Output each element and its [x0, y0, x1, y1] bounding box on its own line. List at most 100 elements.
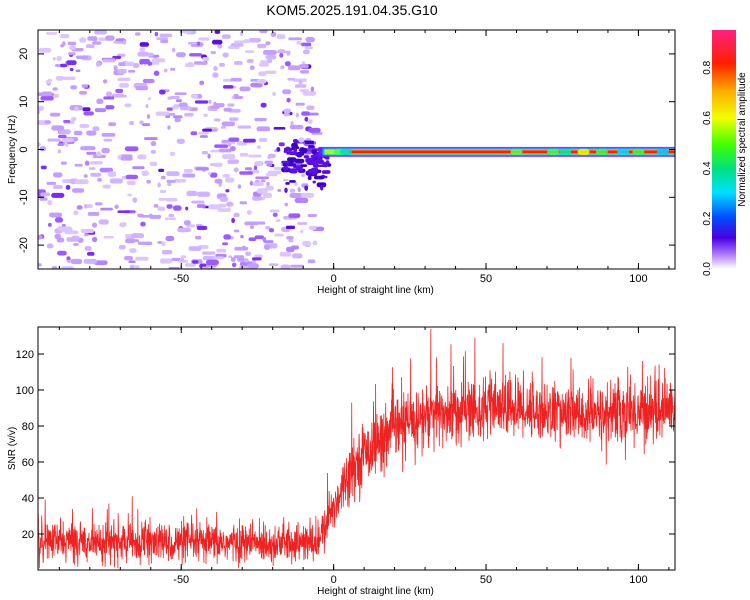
spectrogram-noise-cell	[264, 245, 271, 250]
spectrogram-cluster-cell	[289, 168, 298, 174]
spectrogram-noise-cell	[144, 137, 158, 141]
spectrogram-noise-cell	[210, 149, 220, 153]
spectrogram-noise-cell	[239, 31, 244, 37]
spectrogram-noise-cell	[116, 68, 127, 74]
spectrogram-noise-cell	[173, 178, 187, 183]
spectrogram-noise-cell	[233, 40, 245, 44]
spectrogram-noise-cell	[147, 97, 152, 101]
spectrogram-noise-cell	[243, 138, 256, 143]
spectrogram-noise-cell	[52, 57, 56, 61]
spectrogram-noise-cell	[248, 237, 257, 241]
spectrogram-noise-cell	[161, 241, 166, 247]
y-tick-label: 120	[16, 349, 34, 361]
y-tick-label: 20	[18, 48, 30, 60]
spectrogram-noise-cell	[213, 162, 223, 167]
spectrogram-noise-cell	[221, 154, 236, 160]
spectrogram-cluster-cell	[304, 140, 315, 144]
spectrogram-noise-cell	[167, 182, 172, 186]
spectrogram-noise-cell	[141, 170, 149, 176]
x-tick-label: 100	[629, 574, 647, 586]
x-tick-label: 50	[480, 574, 492, 586]
spectrogram-noise-cell	[196, 225, 208, 230]
spectrogram-noise-cell	[76, 205, 83, 210]
spectrogram-noise-cell	[127, 193, 132, 197]
y-tick-label: 100	[16, 385, 34, 397]
spectrogram-noise-cell	[87, 36, 98, 41]
spectrogram-noise-cell	[208, 172, 212, 175]
spectrogram-noise-cell	[59, 33, 70, 39]
spectrogram-noise-cell	[79, 124, 90, 128]
spectrogram-noise-cell	[233, 229, 240, 233]
spectrogram-noise-cell	[128, 260, 136, 264]
spectrogram-noise-cell	[272, 212, 278, 217]
signal-band-blob	[632, 148, 645, 155]
y-tick-label: 40	[22, 493, 34, 505]
spectrogram-noise-cell	[84, 233, 89, 237]
spectrogram-noise-cell	[265, 54, 277, 60]
snr-frame	[37, 326, 676, 571]
spectrogram-noise-cell	[302, 49, 310, 55]
spectrogram-noise-cell	[166, 171, 180, 177]
colorbar-tick-label: 0.6	[702, 111, 713, 125]
spectrogram-noise-cell	[244, 167, 252, 171]
spectrogram-noise-cell	[153, 204, 159, 208]
spectrogram-noise-cell	[73, 210, 79, 216]
spectrogram-noise-cell	[274, 233, 284, 237]
spectrogram-cluster-cell	[319, 159, 324, 165]
spectrogram-noise-cell	[265, 185, 274, 191]
spectrogram-noise-cell	[102, 184, 111, 189]
spectrogram-noise-cell	[304, 46, 313, 50]
spectrogram-noise-cell	[213, 101, 217, 107]
spectrogram-noise-cell	[195, 235, 202, 240]
spectrogram-cluster-cell	[307, 175, 312, 180]
spectrogram-noise-cell	[266, 182, 270, 187]
spectrogram-noise-cell	[122, 61, 135, 67]
spectrogram-noise-cell	[60, 226, 73, 233]
spectrogram-noise-cell	[105, 35, 115, 41]
spectrogram-noise-cell	[268, 263, 279, 266]
spectrogram-noise-cell	[212, 72, 219, 78]
spectrogram-noise-cell	[86, 251, 95, 256]
spectrogram-noise-cell	[124, 103, 132, 108]
spectrogram-cluster-cell	[283, 150, 287, 153]
spectrogram-noise-cell	[249, 180, 254, 186]
spectrogram-noise-cell	[92, 126, 100, 131]
spectrogram-noise-cell	[238, 265, 249, 269]
spectrogram-noise-cell	[260, 179, 266, 183]
spectrogram-noise-cell	[258, 71, 267, 77]
x-tick-label: -50	[173, 273, 189, 285]
spectrogram-noise-cell	[222, 52, 229, 58]
spectrogram-noise-cell	[312, 240, 318, 246]
spectrogram-noise-cell	[290, 245, 299, 250]
spectrogram-noise-cell	[203, 113, 208, 117]
spectrogram-noise-cell	[101, 147, 110, 154]
spectrogram-noise-cell	[208, 204, 222, 210]
spectrogram-noise-cell	[172, 205, 182, 211]
spectrogram-noise-cell	[57, 250, 67, 256]
spectrogram-noise-cell	[61, 223, 66, 228]
spectrogram-noise-cell	[184, 112, 194, 117]
spectrogram-noise-cell	[287, 77, 296, 81]
spectrogram-noise-cell	[301, 173, 306, 177]
spectrogram-noise-cell	[151, 58, 166, 63]
spectrogram-noise-cell	[105, 105, 115, 110]
spectrogram-noise-cell	[205, 266, 211, 269]
spectrogram-cluster-cell	[281, 160, 290, 164]
spectrogram-noise-cell	[86, 130, 97, 136]
spectrogram-noise-cell	[230, 77, 242, 82]
spectrogram-noise-cell	[179, 102, 188, 108]
spectrogram-noise-cell	[94, 108, 107, 113]
spectrogram-noise-cell	[149, 213, 153, 218]
spectrogram-noise-cell	[84, 160, 90, 166]
spectrogram-noise-cell	[67, 41, 77, 46]
spectrogram-noise-cell	[95, 151, 102, 157]
spectrogram-noise-cell	[132, 197, 138, 203]
spectrogram-noise-cell	[254, 254, 263, 258]
spectrogram-noise-cell	[57, 149, 61, 154]
spectrogram-noise-cell	[275, 219, 281, 222]
spectrogram-noise-cell	[228, 137, 240, 142]
spectrogram-cluster-cell	[303, 155, 310, 159]
spectrogram-noise-cell	[307, 213, 318, 217]
spectrogram-noise-cell	[222, 78, 233, 82]
